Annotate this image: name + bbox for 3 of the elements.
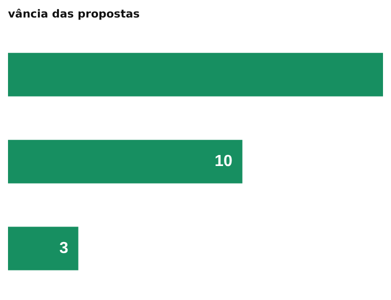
data-label: 10: [214, 153, 232, 170]
data-label: 3: [59, 240, 68, 257]
chart-title: vância das propostas: [8, 7, 140, 20]
